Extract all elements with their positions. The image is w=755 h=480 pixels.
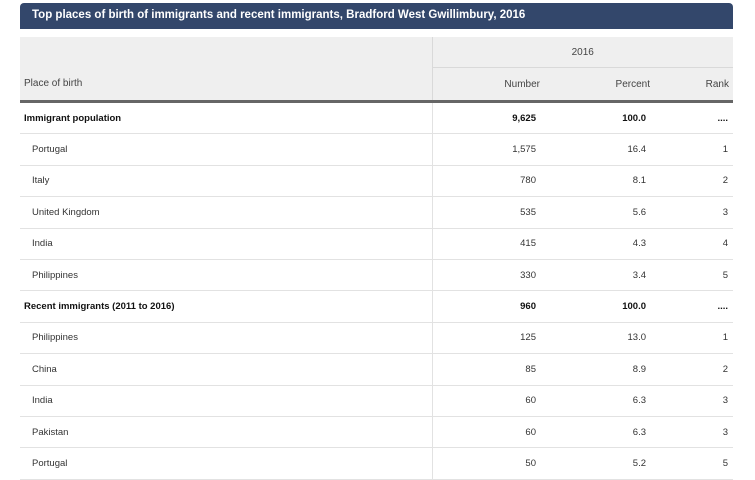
cell-number: 60 [431,385,544,417]
cell-number: 780 [431,165,544,198]
cell-percent: 8.1 [544,165,654,198]
cell-percent: 4.3 [544,228,654,260]
cell-rank: 2 [654,165,733,198]
cell-rank: 5 [654,447,733,480]
cell-number: 960 [431,290,544,323]
cell-rank: 3 [654,385,733,417]
cell-percent: 8.9 [544,353,654,386]
cell-rank: 5 [654,259,733,292]
cell-percent: 6.3 [544,416,654,449]
cell-number: 1,575 [431,133,544,166]
data-table: 2016 Place of birth Number Percent Rank … [20,37,733,480]
cell-place: Italy [20,165,432,198]
cell-number: 60 [431,416,544,449]
cell-place: India [20,228,432,260]
cell-rank: 1 [654,133,733,166]
table-row: Pakistan 60 6.3 3 [20,416,733,449]
cell-number: 50 [431,447,544,480]
cell-percent: 6.3 [544,385,654,417]
data-table-container: 2016 Place of birth Number Percent Rank … [20,37,733,480]
table-row: India 60 6.3 3 [20,385,733,417]
header-year: 2016 [431,37,733,68]
table-row-group: Immigrant population 9,625 100.0 .... [20,101,733,135]
header-empty-cell [20,37,432,68]
cell-number: 125 [431,322,544,355]
cell-place: India [20,385,432,417]
table-row: Portugal 1,575 16.4 1 [20,133,733,166]
cell-place: Pakistan [20,416,432,449]
cell-number: 415 [431,228,544,260]
cell-rank: 3 [654,416,733,449]
cell-rank: 1 [654,322,733,355]
cell-number: 535 [431,196,544,229]
table-row: Philippines 330 3.4 5 [20,259,733,292]
cell-rank: 4 [654,228,733,260]
cell-rank: .... [654,290,733,323]
header-rank: Rank [654,67,733,103]
table-row: Portugal 50 5.2 5 [20,447,733,480]
cell-place: Immigrant population [20,101,432,135]
cell-percent: 100.0 [544,101,654,135]
cell-place: Portugal [20,447,432,480]
table-title: Top places of birth of immigrants and re… [32,9,526,21]
table-row: United Kingdom 535 5.6 3 [20,196,733,229]
page: Top places of birth of immigrants and re… [20,3,733,480]
cell-number: 330 [431,259,544,292]
header-year-row: 2016 [20,37,733,68]
table-row: India 415 4.3 4 [20,228,733,260]
cell-number: 85 [431,353,544,386]
title-bar: Top places of birth of immigrants and re… [20,3,733,29]
cell-percent: 13.0 [544,322,654,355]
cell-place: China [20,353,432,386]
cell-percent: 5.2 [544,447,654,480]
cell-place: Portugal [20,133,432,166]
cell-place: Philippines [20,322,432,355]
cell-rank: .... [654,101,733,135]
cell-percent: 5.6 [544,196,654,229]
header-place-of-birth: Place of birth [20,67,432,103]
cell-place: Recent immigrants (2011 to 2016) [20,290,432,323]
cell-place: United Kingdom [20,196,432,229]
cell-percent: 16.4 [544,133,654,166]
header-number: Number [431,67,544,103]
header-columns-row: Place of birth Number Percent Rank [20,67,733,103]
cell-percent: 3.4 [544,259,654,292]
table-row: Philippines 125 13.0 1 [20,322,733,355]
table-row: China 85 8.9 2 [20,353,733,386]
cell-rank: 3 [654,196,733,229]
table-row: Italy 780 8.1 2 [20,165,733,198]
cell-percent: 100.0 [544,290,654,323]
cell-rank: 2 [654,353,733,386]
cell-place: Philippines [20,259,432,292]
table-row-group: Recent immigrants (2011 to 2016) 960 100… [20,290,733,323]
cell-number: 9,625 [431,101,544,135]
header-percent: Percent [544,67,654,103]
